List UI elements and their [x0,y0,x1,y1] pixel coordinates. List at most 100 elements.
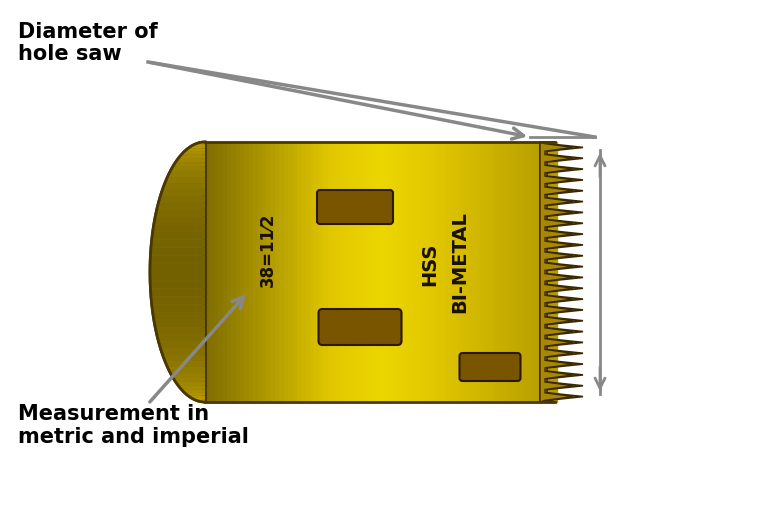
Polygon shape [173,162,205,167]
Polygon shape [154,217,205,224]
Polygon shape [181,390,205,393]
Bar [231,142,237,402]
Polygon shape [161,189,205,196]
Polygon shape [153,224,205,232]
Polygon shape [170,372,205,377]
Polygon shape [191,144,205,146]
Bar [384,142,390,402]
Polygon shape [191,398,205,400]
Text: 38=11⁄2: 38=11⁄2 [259,213,277,287]
Bar [332,142,338,402]
Bar [301,142,307,402]
Bar [380,142,386,402]
Bar [542,142,548,402]
Polygon shape [167,172,205,177]
Polygon shape [188,396,205,398]
Bar [262,142,268,402]
Bar [393,142,399,402]
Bar [240,142,246,402]
Polygon shape [185,393,205,396]
Polygon shape [170,167,205,172]
Bar [358,142,364,402]
Polygon shape [176,382,205,386]
FancyBboxPatch shape [459,353,521,381]
Bar [310,142,316,402]
Bar [257,142,263,402]
Polygon shape [173,162,205,167]
Bar [515,142,521,402]
Polygon shape [152,232,205,240]
Bar [528,142,535,402]
Polygon shape [163,355,205,361]
Polygon shape [152,304,205,312]
Polygon shape [178,386,205,390]
Polygon shape [163,183,205,189]
Bar [218,142,224,402]
Polygon shape [150,280,205,288]
Polygon shape [150,255,205,264]
Polygon shape [167,367,205,372]
Bar [511,142,517,402]
Bar [450,142,456,402]
Bar [288,142,294,402]
Bar [327,142,333,402]
Bar [507,142,513,402]
Polygon shape [157,202,205,209]
Polygon shape [153,312,205,320]
Polygon shape [150,280,205,288]
Bar [249,142,255,402]
Bar [406,142,412,402]
Polygon shape [176,158,205,162]
Polygon shape [191,398,205,400]
Polygon shape [158,342,205,348]
Polygon shape [181,390,205,393]
Text: Diameter of: Diameter of [18,22,157,42]
Polygon shape [150,264,205,272]
Bar [297,142,303,402]
Polygon shape [178,155,205,158]
Bar [214,142,220,402]
Polygon shape [540,142,583,402]
Polygon shape [195,400,205,401]
Polygon shape [151,288,205,296]
Bar [354,142,359,402]
Text: HSS: HSS [421,242,439,286]
Bar [489,142,495,402]
Polygon shape [165,361,205,367]
Bar [336,142,342,402]
Polygon shape [155,209,205,217]
Bar [402,142,408,402]
Bar [445,142,452,402]
Bar [367,142,372,402]
Polygon shape [181,151,205,155]
Polygon shape [157,335,205,342]
Polygon shape [188,146,205,148]
Polygon shape [188,146,205,148]
Polygon shape [198,142,205,143]
Bar [323,142,329,402]
Bar [389,142,395,402]
Polygon shape [167,367,205,372]
Bar [476,142,482,402]
Bar [266,142,272,402]
Polygon shape [195,143,205,144]
Bar [419,142,425,402]
Polygon shape [185,148,205,151]
Bar [437,142,442,402]
Bar [319,142,325,402]
Polygon shape [540,142,573,402]
Bar [314,142,320,402]
Bar [244,142,250,402]
Polygon shape [154,320,205,327]
Bar [415,142,421,402]
Polygon shape [150,272,205,280]
Bar [485,142,491,402]
Polygon shape [155,209,205,217]
Bar [481,142,486,402]
Bar [463,142,469,402]
Bar [458,142,465,402]
Bar [398,142,403,402]
Bar [306,142,312,402]
Polygon shape [176,382,205,386]
Text: BI-METAL: BI-METAL [451,211,469,313]
